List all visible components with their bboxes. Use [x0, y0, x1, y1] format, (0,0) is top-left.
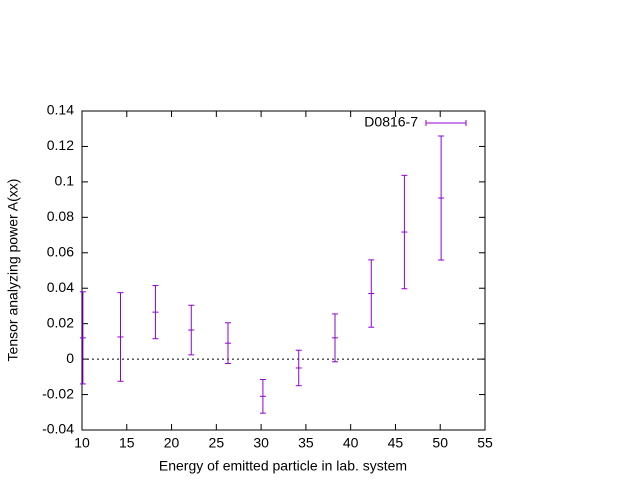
y-tick-label: 0: [66, 350, 74, 366]
y-axis-label: Tensor analyzing power A(xx): [5, 179, 21, 362]
y-tick-label: 0.14: [47, 102, 74, 118]
y-tick-label: 0.06: [47, 243, 74, 259]
y-tick-label: 0.04: [47, 279, 74, 295]
x-tick-label: 25: [209, 435, 225, 451]
x-tick-label: 35: [298, 435, 314, 451]
y-tick-label: -0.02: [42, 385, 74, 401]
y-tick-label: 0.02: [47, 314, 74, 330]
y-tick-label: 0.12: [47, 137, 74, 153]
plot-frame: [81, 110, 486, 431]
x-tick-label: 50: [432, 435, 448, 451]
x-tick-label: 55: [477, 435, 493, 451]
x-tick-label: 20: [164, 435, 180, 451]
legend-label: D0816-7: [364, 114, 418, 130]
x-tick-label: 15: [119, 435, 135, 451]
y-tick-label: -0.04: [42, 421, 74, 437]
x-tick-label: 10: [74, 435, 90, 451]
x-tick-label: 45: [388, 435, 404, 451]
x-tick-label: 40: [343, 435, 359, 451]
x-axis-label: Energy of emitted particle in lab. syste…: [159, 458, 407, 474]
y-tick-label: 0.1: [55, 173, 75, 189]
x-tick-label: 30: [253, 435, 269, 451]
y-tick-label: 0.08: [47, 208, 74, 224]
